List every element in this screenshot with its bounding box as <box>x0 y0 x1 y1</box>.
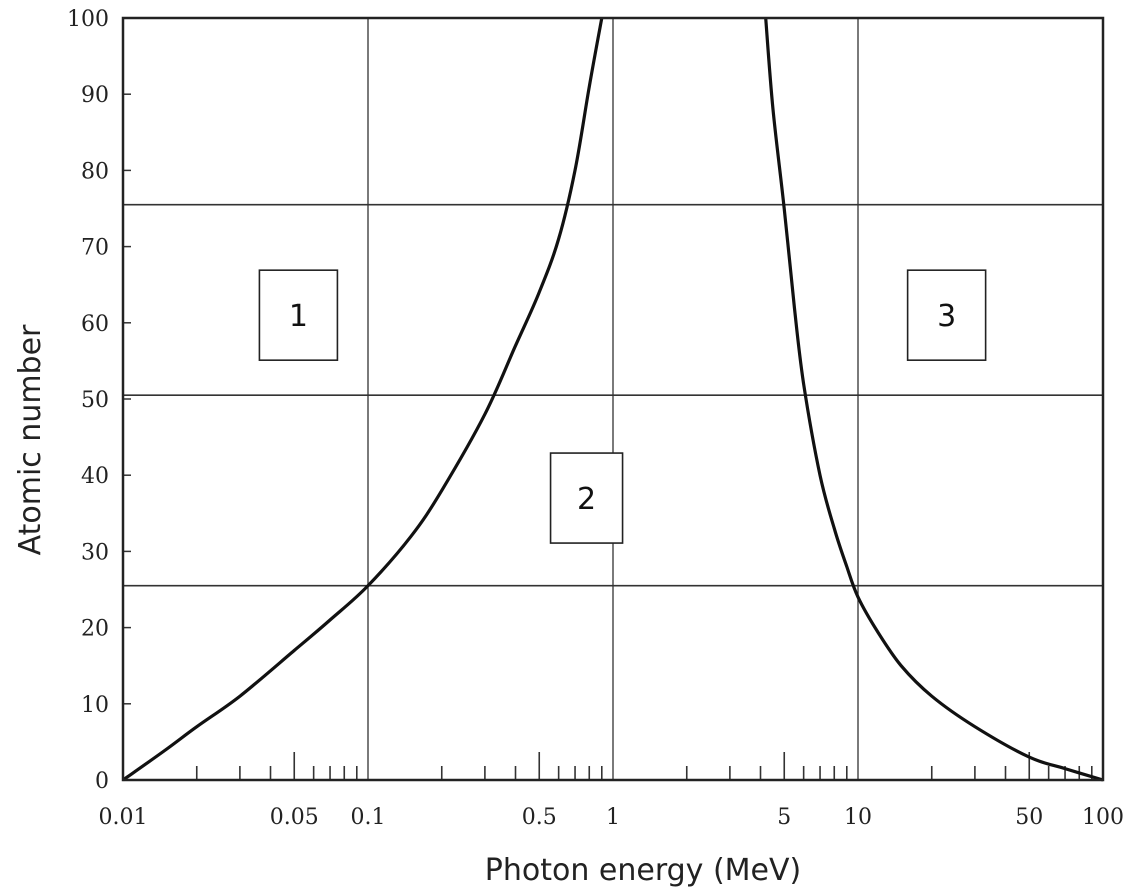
series-layer <box>122 17 1104 782</box>
y-tick-label: 80 <box>81 159 109 184</box>
y-tick-label: 60 <box>81 312 109 337</box>
annotation-layer: 1 2 3 <box>258 269 987 544</box>
plot-frame <box>121 16 1105 782</box>
y-tick-label: 90 <box>81 83 109 108</box>
x-tick-label: 1 <box>606 805 620 830</box>
region-label-3: 3 <box>937 299 956 334</box>
boundary-curve-2 <box>764 17 1104 782</box>
label-layer: 0 10 20 30 40 50 60 70 80 90 100 0.01 0.05 0.1 0.5 1 5 10… <box>67 7 1124 830</box>
region-label-box <box>906 269 987 361</box>
y-tick-label: 70 <box>81 236 109 261</box>
y-tick-label: 10 <box>81 693 109 718</box>
grid-layer <box>123 18 1103 780</box>
x-tick-label: 0.01 <box>99 805 148 830</box>
x-tick-label: 0.05 <box>270 805 319 830</box>
x-tick-label: 50 <box>1015 805 1043 830</box>
y-tick-label: 30 <box>81 540 109 565</box>
region-label-box <box>549 452 624 544</box>
y-axis-title: Atomic number <box>13 324 48 555</box>
x-tick-label: 5 <box>777 805 791 830</box>
y-tick-label: 40 <box>81 464 109 489</box>
y-tick-label: 100 <box>67 7 109 32</box>
x-tick-label: 100 <box>1082 805 1124 830</box>
x-tick-label: 10 <box>844 805 872 830</box>
y-tick-label: 0 <box>95 769 109 794</box>
y-tick-label: 20 <box>81 617 109 642</box>
y-tick-label: 50 <box>81 388 109 413</box>
tick-layer <box>123 17 1093 781</box>
x-tick-label: 0.1 <box>351 805 386 830</box>
region-label-2: 2 <box>577 482 596 517</box>
x-tick-label: 0.5 <box>522 805 557 830</box>
region-label-1: 1 <box>289 299 308 334</box>
region-label-box <box>258 269 339 361</box>
x-axis-title: Photon energy (MeV) <box>485 853 801 888</box>
boundary-curve-1 <box>122 17 604 782</box>
